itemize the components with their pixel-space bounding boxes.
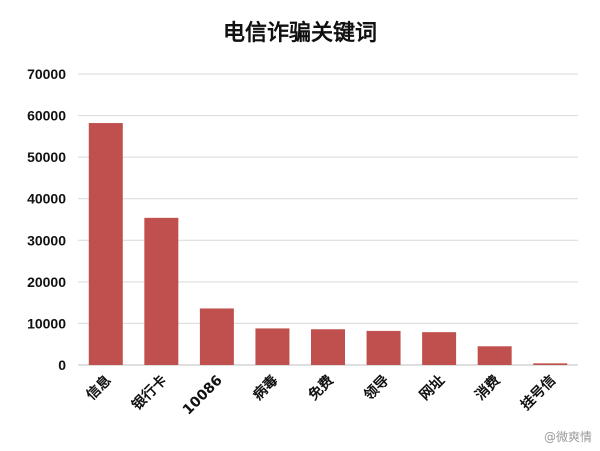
bar (366, 330, 401, 365)
bars (88, 123, 568, 365)
bar (144, 217, 179, 365)
bar (255, 328, 290, 365)
x-tick-label: 消费 (472, 372, 504, 404)
bar (311, 329, 345, 365)
bar (533, 363, 568, 365)
bar (422, 332, 457, 365)
y-tick-label: 30000 (27, 232, 66, 248)
bar (199, 308, 234, 365)
y-axis-ticks: 0 10000 20000 30000 40000 50000 60000 70000 (27, 66, 66, 373)
bar (477, 346, 512, 365)
watermark: @微爽情 (544, 430, 592, 444)
bar (88, 123, 123, 365)
y-tick-label: 70000 (27, 66, 66, 82)
y-tick-label: 10000 (27, 315, 66, 331)
y-tick-label: 50000 (27, 149, 66, 165)
y-tick-label: 40000 (27, 191, 66, 207)
x-tick-label: 领导 (361, 372, 393, 404)
x-tick-label: 免费 (305, 372, 337, 404)
x-tick-label: 银行卡 (128, 372, 170, 414)
x-tick-label: 10086 (180, 373, 226, 419)
y-tick-label: 60000 (27, 108, 66, 124)
chart-title: 电信诈骗关键词 (223, 20, 377, 46)
x-tick-label: 网址 (416, 372, 448, 404)
y-tick-label: 20000 (27, 274, 66, 290)
x-tick-label: 挂号信 (517, 372, 559, 414)
x-tick-label: 信息 (83, 372, 115, 404)
x-axis-ticks: 信息 银行卡 10086 病毒 免费 领导 网址 消费 挂号信 (83, 372, 559, 418)
x-tick-label: 病毒 (249, 372, 281, 404)
y-tick-label: 0 (58, 357, 66, 373)
